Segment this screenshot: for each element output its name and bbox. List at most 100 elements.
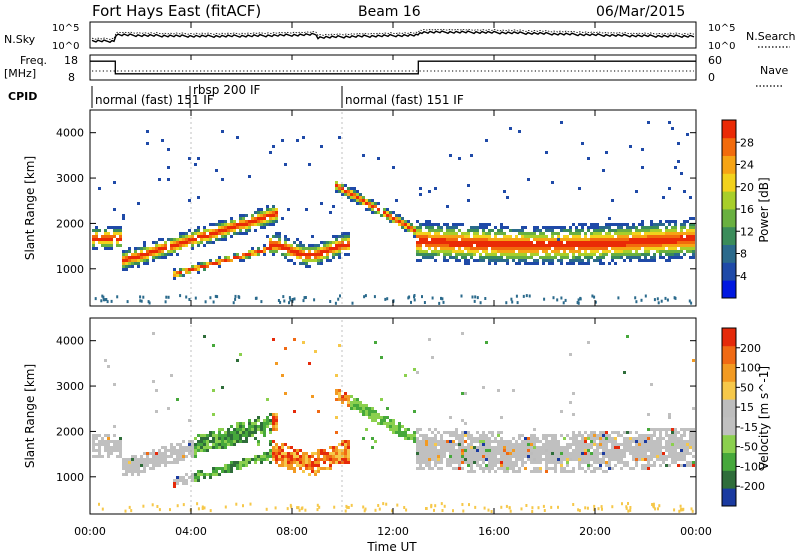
data-cell	[338, 398, 341, 401]
data-cell	[491, 244, 494, 247]
data-cell	[554, 461, 557, 464]
data-cell	[593, 437, 596, 440]
data-cell	[173, 274, 176, 277]
data-cell	[455, 449, 458, 452]
data-cell	[623, 241, 626, 244]
data-cell	[269, 151, 272, 154]
ground-scatter-cell	[298, 508, 301, 512]
data-cell	[434, 259, 437, 262]
data-cell	[464, 241, 467, 244]
ground-scatter-cell	[423, 301, 426, 304]
velocity-y-tick-label: 1000	[56, 471, 84, 484]
data-cell	[479, 253, 482, 256]
data-cell	[461, 235, 464, 238]
ground-scatter-cell	[562, 301, 565, 305]
data-cell	[146, 130, 149, 133]
data-cell	[479, 256, 482, 259]
ground-scatter-cell	[576, 301, 579, 304]
data-cell	[482, 232, 485, 235]
ground-scatter-cell	[597, 507, 600, 511]
data-cell	[263, 217, 266, 220]
data-cell	[290, 452, 293, 455]
data-cell	[317, 253, 320, 256]
power-colorbar-swatch	[722, 244, 736, 263]
data-cell	[137, 253, 140, 256]
data-cell	[653, 226, 656, 229]
data-cell	[170, 244, 173, 247]
data-cell	[635, 229, 638, 232]
data-cell	[479, 238, 482, 241]
data-cell	[341, 247, 344, 250]
data-cell	[332, 449, 335, 452]
data-cell	[659, 458, 662, 461]
data-cell	[440, 244, 443, 247]
data-cell	[512, 470, 515, 473]
data-cell	[164, 253, 167, 256]
data-cell	[617, 446, 620, 449]
data-cell	[428, 461, 431, 464]
data-cell	[605, 461, 608, 464]
ground-scatter-cell	[577, 301, 580, 305]
data-cell	[575, 434, 578, 437]
data-cell	[542, 434, 545, 437]
data-cell	[344, 458, 347, 461]
data-cell	[467, 235, 470, 238]
data-cell	[344, 244, 347, 247]
data-cell	[254, 419, 257, 422]
data-cell	[179, 455, 182, 458]
data-cell	[515, 449, 518, 452]
data-cell	[623, 250, 626, 253]
data-cell	[650, 220, 653, 223]
data-cell	[407, 226, 410, 229]
data-cell	[530, 235, 533, 238]
data-cell	[491, 250, 494, 253]
data-cell	[203, 268, 206, 271]
data-cell	[662, 437, 665, 440]
data-cell	[575, 232, 578, 235]
data-cell	[581, 455, 584, 458]
data-cell	[236, 422, 239, 425]
data-cell	[452, 256, 455, 259]
data-cell	[476, 235, 479, 238]
data-cell	[275, 232, 278, 235]
data-cell	[152, 455, 155, 458]
ground-scatter-cell	[611, 505, 614, 509]
data-cell	[497, 434, 500, 437]
data-cell	[221, 428, 224, 431]
data-cell	[671, 232, 674, 235]
data-cell	[134, 253, 137, 256]
data-cell	[587, 446, 590, 449]
data-cell	[548, 446, 551, 449]
data-cell	[692, 461, 695, 464]
data-cell	[545, 229, 548, 232]
data-cell	[497, 259, 500, 262]
data-cell	[224, 440, 227, 443]
data-cell	[599, 443, 602, 446]
data-cell	[125, 464, 128, 467]
data-cell	[638, 455, 641, 458]
data-cell	[116, 238, 119, 241]
data-cell	[269, 443, 272, 446]
power-colorbar-tick-label: 20	[740, 181, 754, 194]
data-cell	[560, 470, 563, 473]
data-cell	[143, 241, 146, 244]
data-cell	[557, 449, 560, 452]
data-cell	[131, 464, 134, 467]
data-cell	[626, 335, 629, 338]
data-cell	[248, 229, 251, 232]
data-cell	[518, 232, 521, 235]
data-cell	[686, 428, 689, 431]
data-cell	[470, 253, 473, 256]
data-cell	[452, 247, 455, 250]
data-cell	[572, 434, 575, 437]
data-cell	[416, 253, 419, 256]
data-cell	[635, 247, 638, 250]
ground-scatter-cell	[391, 509, 394, 513]
data-cell	[626, 223, 629, 226]
ground-scatter-cell	[505, 504, 508, 508]
data-cell	[425, 232, 428, 235]
data-cell	[518, 130, 521, 133]
data-cell	[572, 223, 575, 226]
data-cell	[335, 392, 338, 395]
data-cell	[266, 452, 269, 455]
